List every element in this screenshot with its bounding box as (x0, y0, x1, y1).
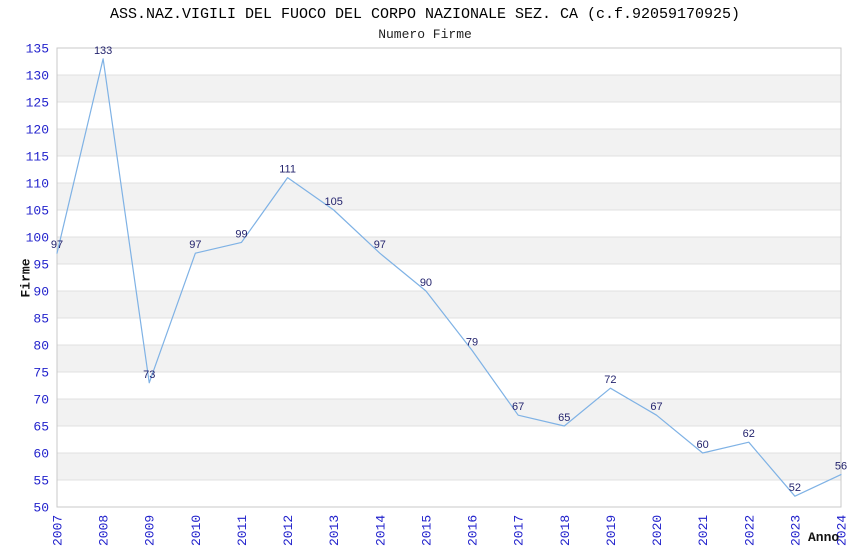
y-tick-label: 75 (33, 366, 49, 381)
x-tick-label: 2020 (650, 515, 665, 546)
x-tick-label: 2024 (835, 515, 850, 546)
x-tick-label: 2007 (51, 515, 66, 546)
plot-band (57, 345, 841, 372)
chart-title: ASS.NAZ.VIGILI DEL FUOCO DEL CORPO NAZIO… (109, 6, 741, 23)
point-label: 97 (374, 239, 386, 251)
y-tick-label: 100 (26, 231, 49, 246)
plot-band (57, 183, 841, 210)
x-tick-label: 2015 (419, 515, 434, 546)
x-tick-label: 2023 (788, 515, 803, 546)
y-tick-label: 65 (33, 420, 49, 435)
plot-band (57, 237, 841, 264)
x-tick-label: 2022 (742, 515, 757, 546)
point-label: 97 (189, 239, 201, 251)
x-tick-label: 2008 (97, 515, 112, 546)
point-label: 111 (279, 164, 296, 176)
point-label: 99 (235, 228, 247, 240)
y-tick-label: 105 (26, 204, 49, 219)
y-tick-label: 125 (26, 96, 49, 111)
plot-band (57, 291, 841, 318)
y-tick-label: 130 (26, 69, 49, 84)
point-label: 60 (697, 439, 709, 451)
x-tick-label: 2012 (281, 515, 296, 546)
x-tick-label: 2016 (466, 515, 481, 546)
plot-band (57, 129, 841, 156)
point-label: 62 (743, 428, 755, 440)
plot-band (57, 75, 841, 102)
plot-band (57, 399, 841, 426)
point-label: 67 (512, 401, 524, 413)
point-label: 56 (835, 461, 847, 473)
point-label: 65 (558, 412, 570, 424)
x-tick-label: 2011 (235, 515, 250, 546)
y-tick-label: 115 (26, 150, 49, 165)
y-tick-label: 90 (33, 285, 49, 300)
x-tick-label: 2017 (512, 515, 527, 546)
y-tick-label: 55 (33, 474, 49, 489)
y-tick-label: 70 (33, 393, 49, 408)
point-label: 105 (325, 196, 343, 208)
y-tick-label: 50 (33, 501, 49, 516)
y-tick-label: 80 (33, 339, 49, 354)
y-tick-label: 85 (33, 312, 49, 327)
point-label: 90 (420, 277, 432, 289)
x-tick-label: 2019 (604, 515, 619, 546)
point-label: 67 (650, 401, 662, 413)
point-label: 79 (466, 336, 478, 348)
y-tick-label: 135 (26, 42, 49, 57)
x-tick-label: 2013 (327, 515, 342, 546)
x-tick-label: 2009 (143, 515, 158, 546)
data-line (56, 58, 842, 497)
x-tick-label: 2010 (189, 515, 204, 546)
y-tick-label: 120 (26, 123, 49, 138)
y-tick-label: 95 (33, 258, 49, 273)
point-label: 133 (94, 45, 112, 57)
y-tick-label: 60 (33, 447, 49, 462)
x-tick-label: 2014 (373, 515, 388, 546)
point-label: 73 (143, 369, 155, 381)
y-axis-title: Firme (18, 258, 34, 298)
y-tick-label: 110 (26, 177, 49, 192)
plot-band (57, 453, 841, 480)
chart-subtitle: Numero Firme (378, 27, 472, 42)
x-axis-title: Anno (808, 530, 840, 545)
x-tick-label: 2018 (558, 515, 573, 546)
plot-border (56, 47, 842, 508)
point-label: 72 (604, 374, 616, 386)
x-tick-label: 2021 (696, 515, 711, 546)
point-label: 52 (789, 482, 801, 494)
point-label: 97 (51, 239, 63, 251)
